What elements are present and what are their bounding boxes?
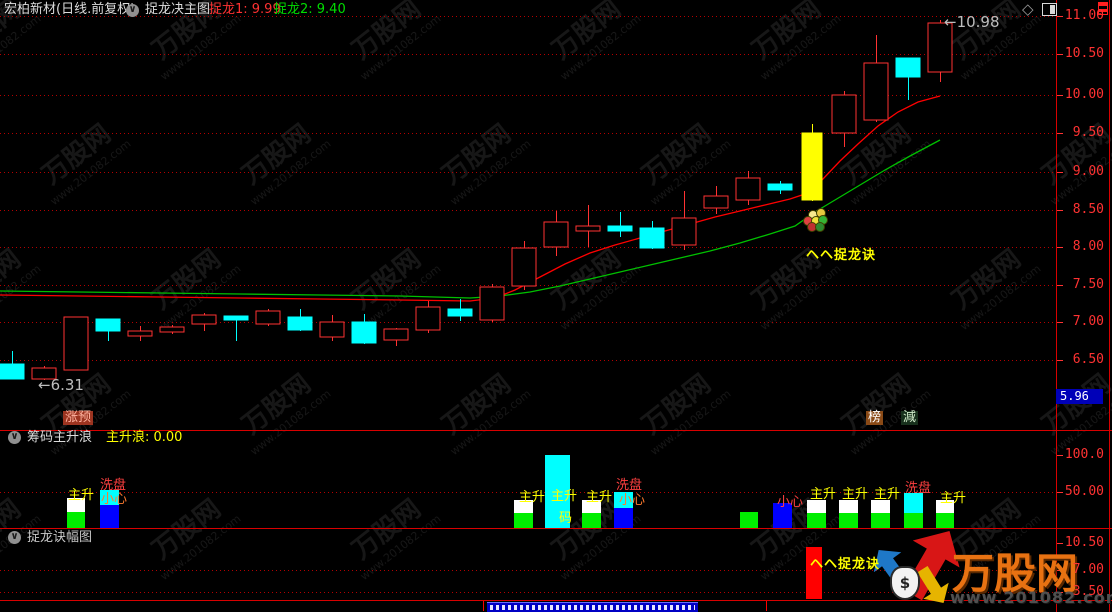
candle-body (607, 225, 633, 232)
indicator-bar (67, 512, 85, 528)
dragon2-legend-value: 捉龙2: 9.40 (274, 2, 346, 17)
sub2-title: 捉龙诀幅图 (27, 530, 93, 545)
candle-body (0, 363, 25, 380)
candle-body (801, 132, 823, 201)
candle-body (671, 217, 697, 246)
sub1-panel (0, 455, 1063, 528)
money-bag-icon: $ (890, 566, 920, 600)
diamond-icon[interactable]: ◇ (1022, 0, 1034, 18)
candle-body (63, 316, 89, 371)
main-indicator-title: 捉龙决主图 (145, 2, 211, 17)
clipped-text (490, 605, 695, 610)
ma-slow-green (0, 139, 941, 299)
indicator-bar (904, 493, 923, 513)
indicator-bar (871, 500, 890, 513)
dragon-signal-annotation-main: ヘヘ捉龙诀 (806, 248, 877, 263)
dragon-ball (815, 222, 825, 232)
candle-body (383, 328, 409, 341)
window-mark-icon[interactable] (1098, 2, 1108, 15)
indicator-bar (806, 547, 822, 599)
sub1-title: 筹码主升浪 (27, 430, 93, 445)
indicator-bar (807, 500, 826, 513)
collapse-sub1-icon[interactable]: ∨ (8, 431, 21, 444)
candle-body (735, 177, 761, 201)
indicator-bar (582, 500, 601, 513)
ma-lines (0, 95, 941, 302)
sub1-status-value: 主升浪: 0.00 (106, 430, 183, 445)
candle-body (639, 227, 665, 249)
candle-body (319, 321, 345, 338)
dragon-signal-annotation-sub: ヘヘ捉龙诀 (810, 557, 881, 572)
current-price-badge: 5.96 (1056, 389, 1103, 404)
collapse-main-chart-icon[interactable]: ∨ (126, 4, 139, 17)
candle-body (479, 286, 505, 321)
candle-body (351, 321, 377, 344)
indicator-bar (614, 492, 633, 508)
indicator-bar (614, 508, 633, 528)
indicator-bar (871, 513, 890, 528)
candle-body (127, 330, 153, 337)
indicator-bar (740, 512, 758, 528)
candle-body (415, 306, 441, 331)
dragon1-legend-value: 捉龙1: 9.99 (209, 2, 281, 17)
layout-icon[interactable] (1042, 3, 1057, 16)
dragon-balls-icon (803, 208, 828, 232)
candle-body (927, 22, 953, 73)
candles (0, 20, 953, 380)
logo-brand-text: 万股网 (952, 549, 1079, 598)
candle-body (863, 62, 889, 121)
candle-body (895, 57, 921, 78)
dollar-sign: $ (899, 574, 911, 592)
indicator-bar (807, 513, 826, 528)
collapse-sub2-icon[interactable]: ∨ (8, 531, 21, 544)
indicator-bar (582, 513, 601, 528)
candle-body (31, 367, 57, 380)
ma-fast-red (0, 95, 941, 302)
indicator-bar (904, 513, 923, 528)
candle-body (191, 314, 217, 325)
clipped-info-bar (487, 602, 698, 612)
candle-body (543, 221, 569, 248)
candle-body (159, 326, 185, 333)
indicator-bar (773, 503, 792, 528)
high-price-callout: ←10.98 (944, 13, 1000, 31)
candle-body (511, 247, 537, 287)
indicator-bar (67, 498, 85, 512)
candle-body (255, 310, 281, 325)
candle-body (703, 195, 729, 209)
indicator-bar (839, 513, 858, 528)
indicator-bar (100, 505, 119, 528)
candle-body (223, 315, 249, 321)
indicator-bar (936, 500, 954, 513)
indicator-bar (514, 500, 533, 513)
candle-body (287, 316, 313, 331)
low-price-callout: ←6.31 (38, 376, 84, 394)
candle-body (575, 225, 601, 232)
site-logo: $ 万股网 www.201082.com (868, 530, 1112, 612)
indicator-bar (839, 500, 858, 513)
sub2-panel (0, 543, 1063, 599)
indicator-bar (936, 513, 954, 528)
indicator-bar (100, 490, 119, 505)
stock-title: 宏柏新材(日线.前复权) (4, 2, 136, 17)
candle-body (767, 183, 793, 191)
indicator-bar (514, 513, 533, 528)
candle-body (447, 308, 473, 317)
candle-body (831, 94, 857, 134)
indicator-bar (545, 455, 570, 528)
candle-body (95, 318, 121, 332)
logo-url-text: www.201082.com (950, 588, 1112, 607)
layout-icon-fill (1050, 5, 1055, 14)
